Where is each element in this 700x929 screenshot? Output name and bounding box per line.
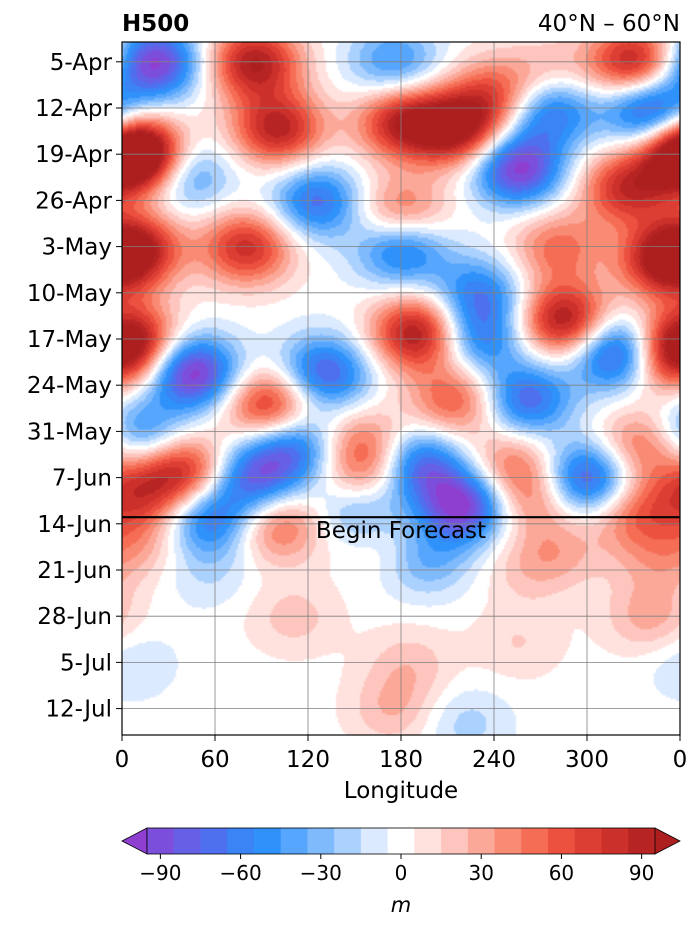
colorbar-tick-label: −60	[219, 861, 261, 885]
colorbar: −90 −60 −30 0 30 60 90	[121, 827, 681, 885]
forecast-annotation: Begin Forecast	[316, 518, 486, 544]
y-tick-label: 10-May	[27, 281, 112, 307]
colorbar-swatch	[253, 828, 282, 854]
colorbar-swatch	[548, 828, 576, 854]
colorbar-label: m	[391, 893, 411, 917]
y-tick-label: 28-Jun	[37, 604, 112, 630]
x-tick-label: 300	[565, 747, 609, 773]
colorbar-swatch	[307, 828, 335, 854]
colorbar-tick-label: 90	[629, 861, 654, 885]
y-tick-label: 3-May	[42, 235, 112, 261]
colorbar-swatch	[200, 828, 228, 854]
x-axis-label: Longitude	[344, 778, 458, 804]
x-tick-label: 60	[200, 747, 229, 773]
colorbar-tick-label: 30	[468, 861, 493, 885]
y-tick-label: 21-Jun	[37, 558, 112, 584]
x-tick-label: 240	[472, 747, 516, 773]
y-tick-label: 5-Apr	[50, 50, 113, 76]
colorbar-tick-label: 60	[549, 861, 574, 885]
y-tick-label: 12-Jul	[45, 697, 112, 723]
colorbar-swatch	[601, 828, 629, 854]
colorbar-swatch	[414, 828, 442, 854]
colorbar-swatch	[521, 828, 549, 854]
colorbar-swatch	[387, 828, 415, 854]
x-tick-label: 120	[286, 747, 330, 773]
colorbar-swatch	[467, 828, 496, 854]
colorbar-tick-label: −90	[139, 861, 181, 885]
colorbar-tick-label: −30	[300, 861, 342, 885]
colorbar-swatch	[227, 828, 255, 854]
colorbar-swatch	[360, 828, 389, 854]
chart-title-left: H500	[122, 11, 189, 37]
y-tick-label: 24-May	[27, 373, 112, 399]
colorbar-swatch	[628, 828, 656, 854]
y-tick-label: 5-Jul	[60, 650, 112, 676]
colorbar-swatch	[441, 828, 469, 854]
colorbar-extend-low	[121, 827, 148, 855]
colorbar-swatch	[334, 828, 362, 854]
chart-title-right: 40°N – 60°N	[538, 11, 680, 37]
y-tick-label: 12-Apr	[35, 96, 112, 122]
colorbar-swatch	[574, 828, 603, 854]
colorbar-swatch	[494, 828, 522, 854]
colorbar-extend-high	[654, 827, 681, 855]
y-tick-label: 26-Apr	[35, 188, 112, 214]
colorbar-swatch	[147, 828, 175, 854]
y-axis: 5-Apr 12-Apr 19-Apr 26-Apr 3-May 10-May 17-May…	[27, 50, 122, 723]
x-tick-label: 0	[115, 747, 130, 773]
x-tick-label: 0	[673, 747, 688, 773]
x-axis: 0 60 120 180 240 300 0	[115, 735, 688, 773]
colorbar-swatch	[173, 828, 201, 854]
y-tick-label: 17-May	[27, 327, 112, 353]
colorbar-tick-label: 0	[395, 861, 408, 885]
y-tick-label: 14-Jun	[37, 512, 112, 538]
y-tick-label: 19-Apr	[35, 142, 112, 168]
colorbar-swatch	[280, 828, 308, 854]
y-tick-label: 7-Jun	[52, 466, 112, 492]
y-tick-label: 31-May	[27, 419, 112, 445]
x-tick-label: 180	[379, 747, 423, 773]
